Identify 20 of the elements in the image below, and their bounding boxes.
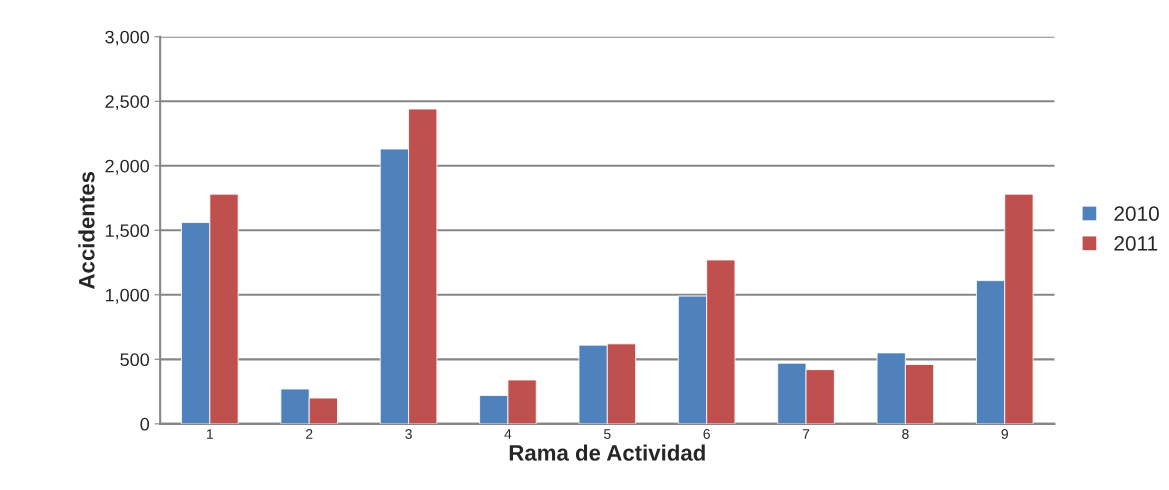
y-tick-label: 3,000: [105, 30, 150, 46]
y-tick-label: 2,000: [105, 159, 150, 175]
x-tick-label: 9: [1001, 429, 1008, 439]
x-tick-label: 3: [405, 429, 412, 439]
x-tick-label: 4: [504, 429, 512, 439]
y-axis-title: Accidentes: [78, 171, 95, 290]
x-tick-label: 2: [306, 429, 313, 439]
x-tick-label: 5: [603, 429, 611, 439]
y-tick-label: 500: [120, 353, 150, 367]
x-tick-label: 1: [207, 429, 214, 439]
legend-label: 2011: [1114, 236, 1158, 251]
x-tick-label: 8: [902, 429, 909, 439]
y-tick-label: 0: [140, 417, 150, 431]
x-tick-label: 6: [703, 429, 710, 439]
legend-label: 2010: [1114, 206, 1159, 221]
y-tick-label: 1,500: [105, 224, 150, 240]
y-tick-label: 2,500: [105, 95, 150, 111]
x-axis-title: Rama de Actividad: [509, 444, 705, 461]
x-tick-label: 7: [802, 429, 810, 439]
y-tick-label: 1,000: [105, 288, 150, 304]
